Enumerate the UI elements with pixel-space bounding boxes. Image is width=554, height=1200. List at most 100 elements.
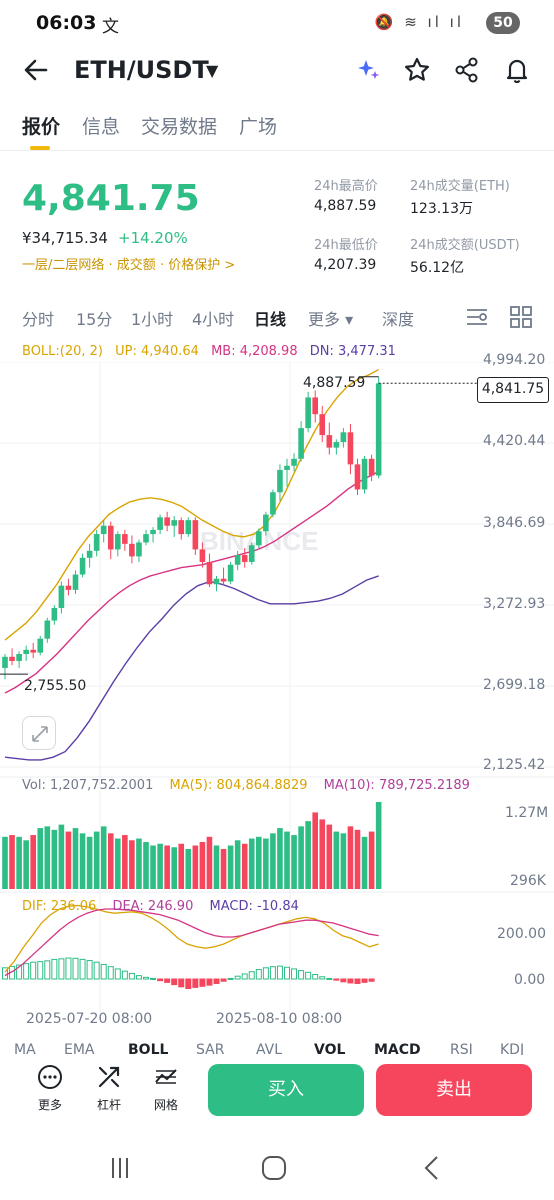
candle-body (72, 574, 79, 590)
candle-body (333, 442, 340, 448)
ind-tab-ema[interactable]: EMA (64, 1042, 95, 1058)
system-nav-bar (0, 1135, 554, 1200)
back-nav-icon[interactable] (412, 1153, 452, 1183)
candle-body (234, 555, 241, 565)
macd-histogram-bar (16, 964, 23, 980)
tf-1h[interactable]: 1小时 (131, 310, 174, 329)
pair-title[interactable]: ETH/USDT (74, 56, 209, 84)
ind-tab-ma[interactable]: MA (14, 1042, 36, 1058)
volume-bar (361, 836, 368, 889)
tag-links: 一层/二层网络 · 成交额 · 价格保护 > (22, 258, 236, 273)
stat-volume-value: 123.13万 (410, 201, 473, 217)
candle-body (86, 550, 93, 558)
back-arrow-icon[interactable] (22, 56, 52, 86)
home-icon[interactable] (254, 1153, 294, 1183)
grid-chart-icon (143, 1064, 189, 1092)
macd-histogram-bar (185, 978, 192, 990)
macd-histogram-bar (361, 978, 368, 983)
volume-bar (277, 828, 283, 889)
ind-tab-rsi[interactable]: RSI (450, 1042, 473, 1058)
price-tick: 4,420.44 (483, 433, 546, 449)
candle-body (368, 458, 375, 476)
tf-1d[interactable]: 日线 (254, 310, 287, 329)
volume-bar (248, 838, 255, 889)
ai-assistant-icon[interactable] (354, 56, 384, 86)
macd-histogram-bar (79, 958, 86, 980)
leverage-icon (86, 1064, 132, 1092)
tf-timeline[interactable]: 分时 (22, 310, 55, 329)
kline-chart[interactable]: BINANCE (0, 362, 554, 1022)
macd-histogram-bar (227, 977, 234, 980)
volume-bar (192, 845, 199, 889)
grid-trading-button[interactable]: 网格 (143, 1064, 189, 1113)
recent-apps-icon[interactable] (100, 1153, 140, 1183)
candle-body (185, 520, 192, 535)
last-price: 4,841.75 (22, 178, 200, 219)
star-favorite-icon[interactable] (402, 56, 432, 86)
ind-tab-sar[interactable]: SAR (196, 1042, 225, 1058)
tag-turnover[interactable]: 成交额 (116, 258, 156, 273)
date-label: 2025-07-20 08:00 (26, 1011, 153, 1027)
ind-tab-macd[interactable]: MACD (374, 1042, 421, 1058)
candle-body (206, 561, 213, 585)
ind-tab-vol[interactable]: VOL (314, 1042, 346, 1058)
volume-bar (9, 835, 15, 889)
macd-histogram-bar (241, 973, 248, 980)
tf-4h[interactable]: 4小时 (192, 310, 235, 329)
volume-bar (143, 842, 149, 889)
candle-body (93, 534, 100, 551)
volume-bar (30, 835, 36, 889)
volume-bar (107, 833, 114, 889)
macd-dea: DEA: 246.90 (112, 899, 194, 914)
macd-histogram-bar (347, 978, 354, 984)
battery-icon: 50 (486, 12, 520, 34)
macd-tick: 200.00 (497, 926, 546, 942)
ind-tab-avl[interactable]: AVL (256, 1042, 283, 1058)
tag-price-protection[interactable]: 价格保护 > (168, 258, 236, 273)
tab-trading-data[interactable]: 交易数据 (141, 116, 218, 138)
price-tick: 3,272.93 (483, 596, 546, 612)
indicator-settings-icon[interactable] (464, 304, 490, 330)
tag-layer-network[interactable]: 一层/二层网络 (22, 258, 105, 273)
volume-bar (270, 833, 276, 889)
ind-tab-kdj[interactable]: KDJ (500, 1042, 525, 1058)
tab-info[interactable]: 信息 (82, 116, 121, 138)
bell-icon[interactable] (502, 56, 532, 86)
stat-turnover-label: 24h成交额(USDT) (410, 238, 520, 253)
volume-bar (340, 833, 347, 889)
candle-body (277, 469, 283, 493)
layout-grid-icon[interactable] (508, 304, 534, 330)
macd-legend: DIF: 236.06 DEA: 246.90 MACD: -10.84 (22, 899, 299, 914)
leverage-button[interactable]: 杠杆 (86, 1064, 132, 1113)
candle-body (16, 653, 22, 661)
sell-button[interactable]: 卖出 (376, 1064, 532, 1116)
volume-bar (72, 828, 79, 889)
tab-quote[interactable]: 报价 (22, 116, 61, 138)
volume-bar (312, 812, 318, 889)
macd-histogram-bar (262, 967, 269, 980)
more-button[interactable]: 更多 (27, 1064, 73, 1113)
candle-body (136, 542, 142, 557)
macd-histogram-bar (44, 960, 51, 980)
tab-square[interactable]: 广场 (239, 116, 278, 138)
macd-histogram-bar (368, 978, 375, 982)
tf-depth[interactable]: 深度 (382, 310, 415, 329)
macd-histogram-bar (157, 978, 164, 982)
tf-more[interactable]: 更多 ▾ (308, 310, 354, 329)
volume-bar (213, 845, 220, 889)
buy-button[interactable]: 买入 (208, 1064, 364, 1116)
volume-bar (129, 840, 135, 889)
candle-body (150, 529, 156, 535)
candle-body (284, 465, 290, 470)
ind-tab-boll[interactable]: BOLL (128, 1042, 169, 1058)
stat-volume-label: 24h成交量(ETH) (410, 179, 510, 194)
macd-dif-line (4, 904, 379, 973)
share-icon[interactable] (452, 56, 482, 86)
macd-histogram-bar (276, 965, 283, 980)
fullscreen-expand-icon[interactable] (22, 716, 56, 750)
candle-body (213, 578, 220, 585)
volume-bar (305, 821, 311, 889)
tf-15m[interactable]: 15分 (76, 310, 113, 329)
chevron-down-icon[interactable]: ▼ (206, 61, 219, 80)
macd-histogram-bar (192, 978, 199, 988)
